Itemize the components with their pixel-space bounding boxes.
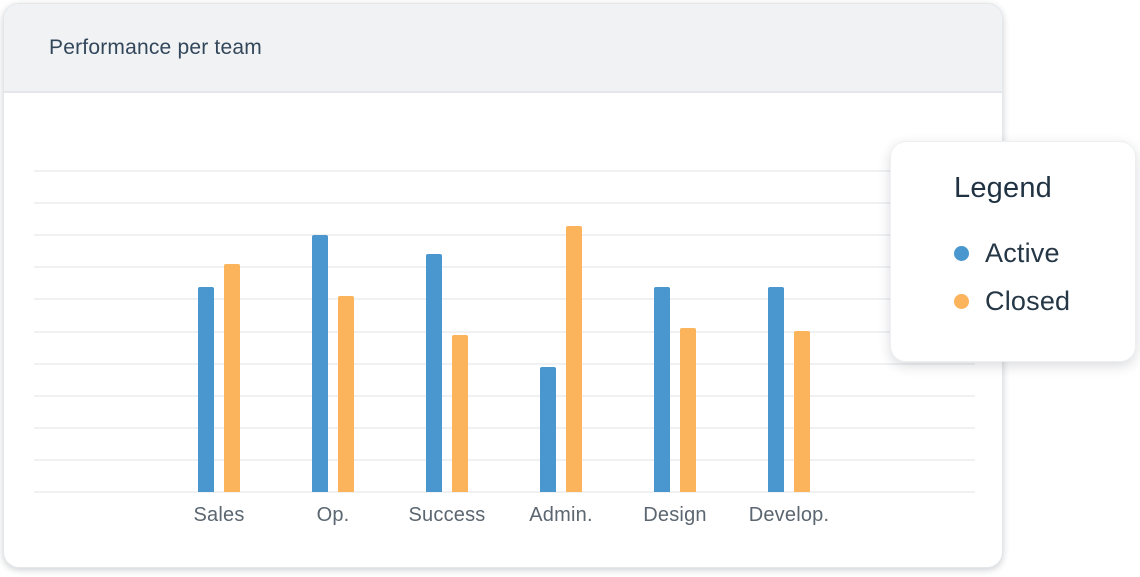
bar-active-develop[interactable] (768, 287, 784, 492)
bar-group-design (618, 171, 732, 492)
bar-active-sales[interactable] (198, 287, 214, 492)
legend-card: Legend Active Closed (890, 141, 1136, 362)
bar-group-sales (162, 171, 276, 492)
gridline (34, 491, 975, 493)
legend-item-active[interactable]: Active (954, 229, 1135, 277)
chart-area: Sales Op. Success Admin. Design Develop. (4, 93, 1002, 565)
legend-items: Active Closed (954, 229, 1135, 325)
bar-active-design[interactable] (654, 287, 670, 492)
bar-group-develop (732, 171, 846, 492)
gridline (34, 394, 975, 397)
legend-title: Legend (954, 172, 1052, 204)
bar-closed-develop[interactable] (794, 331, 810, 492)
gridline (34, 330, 975, 333)
bar-closed-op[interactable] (338, 296, 354, 492)
gridline (34, 266, 975, 269)
x-axis-label-admin: Admin. (529, 504, 593, 526)
gridline (34, 458, 975, 461)
x-axis-label-sales: Sales (193, 504, 245, 526)
x-axis-label-success: Success (408, 504, 486, 526)
gridline (34, 426, 975, 429)
x-axis-label-design: Design (643, 504, 707, 526)
bar-group-admin (504, 171, 618, 492)
legend-item-label: Closed (985, 285, 1071, 316)
bar-active-success[interactable] (426, 254, 442, 492)
gridline (34, 202, 975, 205)
bar-active-op[interactable] (312, 235, 328, 492)
card-header: Performance per team (4, 4, 1002, 93)
x-axis-label-op: Op. (316, 504, 350, 526)
gridline (34, 170, 975, 172)
bar-active-admin[interactable] (540, 367, 556, 492)
bar-group-op (276, 171, 390, 492)
legend-item-label: Active (985, 237, 1060, 268)
bar-closed-success[interactable] (452, 335, 468, 492)
gridline (34, 234, 975, 237)
card-title: Performance per team (49, 35, 262, 59)
x-axis: Sales Op. Success Admin. Design Develop. (34, 504, 975, 530)
bar-closed-sales[interactable] (224, 264, 240, 492)
bar-closed-admin[interactable] (566, 226, 582, 492)
x-axis-label-develop: Develop. (748, 504, 830, 526)
gridline (34, 298, 975, 301)
performance-card: Performance per team Sales Op. Success Admi… (3, 3, 1003, 568)
bar-closed-design[interactable] (680, 328, 696, 492)
bar-chart-plot (34, 170, 975, 493)
closed-series-dot-icon (954, 293, 969, 309)
bar-group-success (390, 171, 504, 492)
active-series-dot-icon (954, 245, 969, 261)
legend-item-closed[interactable]: Closed (954, 277, 1135, 325)
gridline (34, 362, 975, 365)
